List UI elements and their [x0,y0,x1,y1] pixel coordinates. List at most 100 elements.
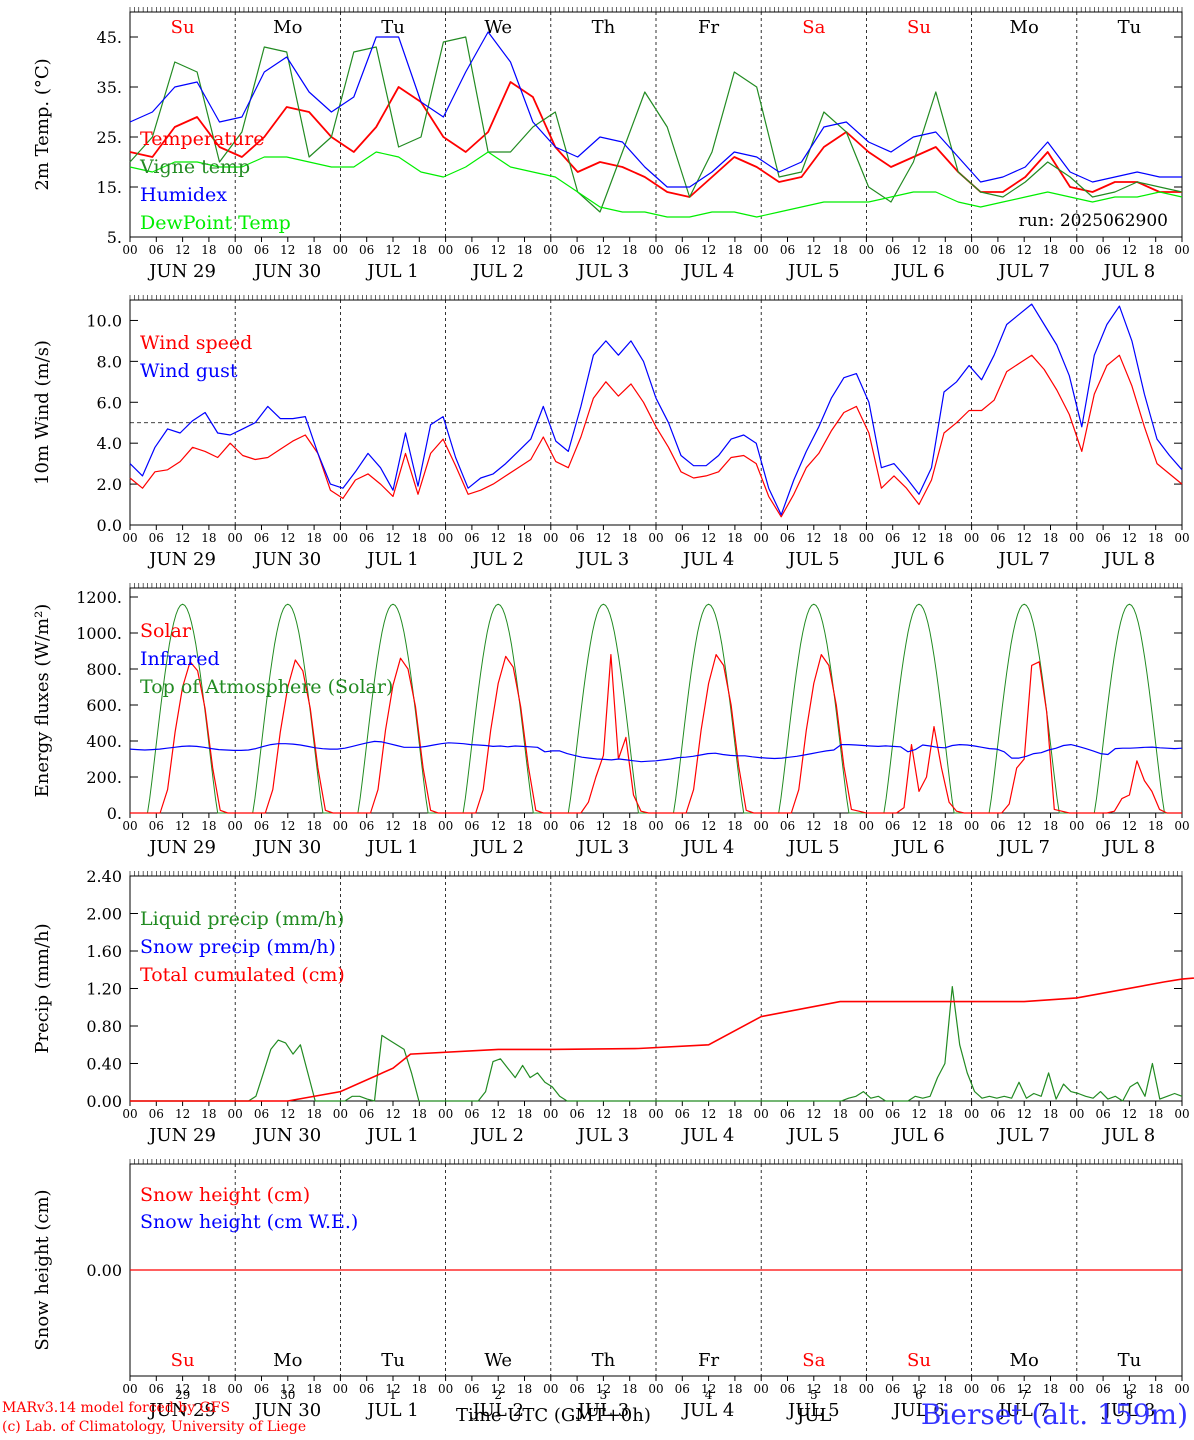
day-number-label: 7 [1020,1388,1028,1402]
series-line [129,31,1182,188]
hour-tick-label: 06 [149,243,164,257]
plot-frame [129,587,1183,814]
date-label: JUL 1 [365,549,419,570]
hour-tick-label: 18 [412,243,427,257]
hour-tick-label: 12 [701,819,716,833]
legend-entry: Top of Atmosphere (Solar) [140,676,393,698]
hour-tick-label: 06 [359,819,374,833]
legend-entry: Humidex [140,184,227,206]
weekday-label: Su [907,17,931,38]
hour-tick-label: 00 [1174,531,1189,545]
hour-tick-label: 12 [911,531,926,545]
y-tick-label: 400. [86,732,122,751]
date-label: JUL 5 [786,1400,840,1421]
legend-entry: Temperature [140,128,264,150]
hour-tick-label: 06 [464,1107,479,1121]
date-label: JUL 4 [681,837,735,858]
date-label: JUL 8 [1102,837,1156,858]
hour-tick-label: 12 [911,1382,926,1396]
day-number-label: 29 [175,1388,190,1402]
hour-tick-label: 06 [885,1382,900,1396]
hour-tick-label: 06 [675,819,690,833]
date-label: JUN 30 [252,549,321,570]
hour-tick-label: 00 [333,1382,348,1396]
date-label: JUL 5 [786,837,840,858]
hour-tick-label: 06 [254,1382,269,1396]
hour-tick-label: 12 [175,819,190,833]
series-line [129,81,1182,198]
hour-tick-label: 06 [149,1107,164,1121]
series-line [130,653,1182,814]
date-label: JUL 4 [681,1400,735,1421]
weekday-label-bottom: We [484,1350,512,1371]
hour-tick-label: 06 [359,1382,374,1396]
hour-tick-label: 18 [412,531,427,545]
y-tick-label: 6.0 [97,393,122,412]
hour-tick-label: 06 [1095,243,1110,257]
weekday-label: Th [592,17,616,38]
date-label: JUN 29 [147,549,216,570]
hour-tick-label: 00 [964,243,979,257]
hour-tick-label: 06 [885,819,900,833]
hour-tick-label: 18 [1148,1107,1163,1121]
hour-tick-label: 12 [1017,1382,1032,1396]
hour-tick-label: 12 [280,819,295,833]
hour-tick-label: 06 [780,1107,795,1121]
weekday-label: Su [171,17,195,38]
hour-tick-label: 12 [701,531,716,545]
hour-tick-label: 12 [701,1382,716,1396]
day-number-label: 1 [389,1388,397,1402]
hour-tick-label: 00 [122,531,137,545]
hour-tick-label: 18 [412,1107,427,1121]
y-tick-label: 2.0 [97,475,122,494]
date-label: JUL 6 [891,1400,945,1421]
weekday-label-bottom: Mo [1010,1350,1039,1371]
date-label: JUL 3 [576,1400,630,1421]
hour-tick-label: 12 [491,243,506,257]
date-label: JUL 7 [996,549,1050,570]
plot-frame [129,11,1183,238]
hour-tick-label: 00 [964,819,979,833]
hour-tick-label: 18 [1148,243,1163,257]
legend-entry: Solar [140,620,192,642]
legend-entry: Wind speed [140,332,252,354]
hour-tick-label: 06 [675,531,690,545]
date-label: JUL 8 [1102,1400,1156,1421]
date-label: JUL 5 [786,1125,840,1146]
legend-entry: Snow height (cm) [140,1184,310,1206]
y-tick-label: 0. [107,804,122,823]
hour-tick-label: 00 [228,1382,243,1396]
hour-tick-label: 06 [1095,531,1110,545]
y-tick-label: 0.00 [86,1092,122,1111]
weekday-label-bottom: Tu [381,1350,405,1371]
hour-tick-label: 18 [517,243,532,257]
y-tick-label: 0.00 [86,1261,122,1280]
hour-tick-label: 06 [464,243,479,257]
weekday-label-bottom: Fr [698,1350,719,1371]
hour-tick-label: 18 [517,1382,532,1396]
weekday-label-bottom: Tu [1118,1350,1142,1371]
hour-tick-label: 00 [648,243,663,257]
hour-tick-label: 18 [201,531,216,545]
hour-tick-label: 00 [754,1107,769,1121]
hour-tick-label: 06 [990,531,1005,545]
y-tick-label: 2.00 [86,905,122,924]
hour-tick-label: 00 [543,243,558,257]
y-tick-label: 200. [86,768,122,787]
hour-tick-label: 06 [1095,819,1110,833]
date-label: JUN 29 [147,261,216,282]
hour-tick-label: 00 [1069,1107,1084,1121]
series-line [129,151,1183,218]
day-number-label: 4 [705,1388,713,1402]
hour-tick-label: 00 [543,531,558,545]
hour-tick-label: 12 [280,243,295,257]
hour-tick-label: 00 [122,1382,137,1396]
hour-tick-label: 12 [491,819,506,833]
hour-tick-label: 18 [306,819,321,833]
hour-tick-label: 06 [569,1107,584,1121]
hour-tick-label: 18 [517,819,532,833]
weekday-label-bottom: Su [907,1350,931,1371]
date-label: JUL 8 [1102,1125,1156,1146]
hour-tick-label: 12 [1122,243,1137,257]
hour-tick-label: 00 [648,1107,663,1121]
